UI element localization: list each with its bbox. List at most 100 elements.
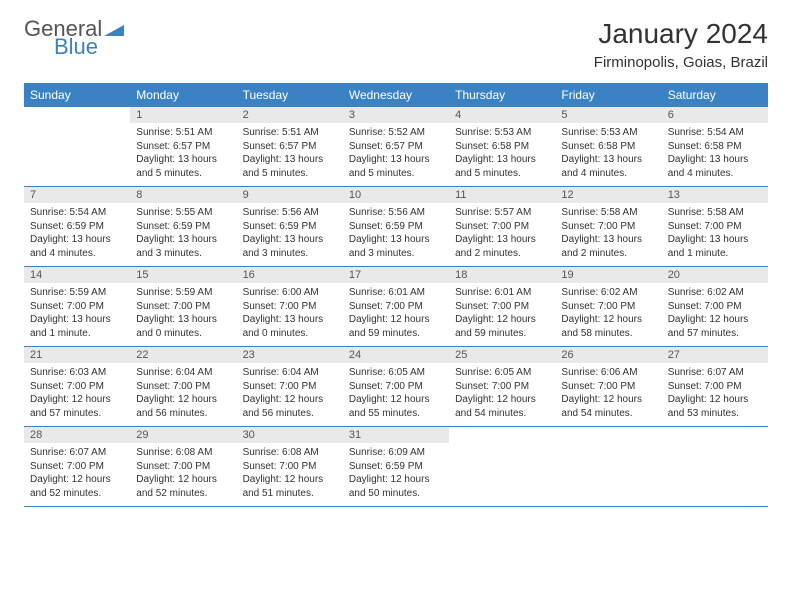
day-body: Sunrise: 6:05 AMSunset: 7:00 PMDaylight:…: [449, 363, 555, 426]
daylight-text: Daylight: 13 hours and 3 minutes.: [349, 233, 443, 260]
sunset-text: Sunset: 6:59 PM: [136, 220, 230, 234]
page-title: January 2024: [594, 18, 768, 50]
day-body: [555, 431, 661, 489]
daylight-text: Daylight: 13 hours and 0 minutes.: [243, 313, 337, 340]
day-body: [449, 431, 555, 489]
location-text: Firminopolis, Goias, Brazil: [594, 54, 768, 71]
day-body: Sunrise: 5:55 AMSunset: 6:59 PMDaylight:…: [130, 203, 236, 266]
day-body: Sunrise: 5:59 AMSunset: 7:00 PMDaylight:…: [130, 283, 236, 346]
day-body: Sunrise: 6:04 AMSunset: 7:00 PMDaylight:…: [237, 363, 343, 426]
daylight-text: Daylight: 12 hours and 50 minutes.: [349, 473, 443, 500]
daylight-text: Daylight: 12 hours and 58 minutes.: [561, 313, 655, 340]
day-number: 29: [130, 427, 236, 443]
sunset-text: Sunset: 7:00 PM: [136, 300, 230, 314]
day-body: Sunrise: 6:00 AMSunset: 7:00 PMDaylight:…: [237, 283, 343, 346]
day-number: 2: [237, 107, 343, 123]
calendar-day-cell: 19Sunrise: 6:02 AMSunset: 7:00 PMDayligh…: [555, 267, 661, 347]
calendar-day-cell: 20Sunrise: 6:02 AMSunset: 7:00 PMDayligh…: [662, 267, 768, 347]
calendar-day-cell: 7Sunrise: 5:54 AMSunset: 6:59 PMDaylight…: [24, 187, 130, 267]
sunrise-text: Sunrise: 5:58 AM: [561, 206, 655, 220]
calendar-day-cell: 22Sunrise: 6:04 AMSunset: 7:00 PMDayligh…: [130, 347, 236, 427]
sunrise-text: Sunrise: 6:04 AM: [136, 366, 230, 380]
day-body: Sunrise: 6:08 AMSunset: 7:00 PMDaylight:…: [237, 443, 343, 506]
weekday-header: Thursday: [449, 83, 555, 107]
sunrise-text: Sunrise: 6:04 AM: [243, 366, 337, 380]
day-body: Sunrise: 6:02 AMSunset: 7:00 PMDaylight:…: [555, 283, 661, 346]
sunrise-text: Sunrise: 6:06 AM: [561, 366, 655, 380]
calendar-week-row: 1Sunrise: 5:51 AMSunset: 6:57 PMDaylight…: [24, 107, 768, 187]
day-body: Sunrise: 5:53 AMSunset: 6:58 PMDaylight:…: [555, 123, 661, 186]
daylight-text: Daylight: 13 hours and 3 minutes.: [243, 233, 337, 260]
logo-text-blue: Blue: [54, 36, 124, 58]
sunrise-text: Sunrise: 5:56 AM: [349, 206, 443, 220]
sunset-text: Sunset: 7:00 PM: [668, 380, 762, 394]
day-number: 16: [237, 267, 343, 283]
calendar-day-cell: 14Sunrise: 5:59 AMSunset: 7:00 PMDayligh…: [24, 267, 130, 347]
sunset-text: Sunset: 7:00 PM: [136, 380, 230, 394]
day-number: 9: [237, 187, 343, 203]
calendar-day-cell: 28Sunrise: 6:07 AMSunset: 7:00 PMDayligh…: [24, 427, 130, 507]
calendar-day-cell: 3Sunrise: 5:52 AMSunset: 6:57 PMDaylight…: [343, 107, 449, 187]
calendar-day-cell: 12Sunrise: 5:58 AMSunset: 7:00 PMDayligh…: [555, 187, 661, 267]
day-number: 21: [24, 347, 130, 363]
sunset-text: Sunset: 7:00 PM: [30, 380, 124, 394]
daylight-text: Daylight: 12 hours and 52 minutes.: [136, 473, 230, 500]
day-body: [662, 431, 768, 489]
daylight-text: Daylight: 13 hours and 0 minutes.: [136, 313, 230, 340]
day-number: 17: [343, 267, 449, 283]
day-number: 12: [555, 187, 661, 203]
daylight-text: Daylight: 13 hours and 1 minute.: [668, 233, 762, 260]
daylight-text: Daylight: 12 hours and 57 minutes.: [30, 393, 124, 420]
sunset-text: Sunset: 7:00 PM: [243, 380, 337, 394]
sunset-text: Sunset: 6:57 PM: [349, 140, 443, 154]
day-body: Sunrise: 6:01 AMSunset: 7:00 PMDaylight:…: [343, 283, 449, 346]
sunset-text: Sunset: 6:58 PM: [455, 140, 549, 154]
day-body: [24, 111, 130, 169]
logo: GeneralBlue: [24, 18, 124, 58]
sunrise-text: Sunrise: 5:54 AM: [30, 206, 124, 220]
calendar-day-cell: [662, 427, 768, 507]
daylight-text: Daylight: 13 hours and 4 minutes.: [30, 233, 124, 260]
daylight-text: Daylight: 12 hours and 55 minutes.: [349, 393, 443, 420]
day-body: Sunrise: 6:06 AMSunset: 7:00 PMDaylight:…: [555, 363, 661, 426]
weekday-header-row: Sunday Monday Tuesday Wednesday Thursday…: [24, 83, 768, 107]
sunset-text: Sunset: 7:00 PM: [561, 380, 655, 394]
sunset-text: Sunset: 6:58 PM: [668, 140, 762, 154]
daylight-text: Daylight: 13 hours and 2 minutes.: [455, 233, 549, 260]
sunset-text: Sunset: 6:59 PM: [30, 220, 124, 234]
calendar-week-row: 14Sunrise: 5:59 AMSunset: 7:00 PMDayligh…: [24, 267, 768, 347]
sunrise-text: Sunrise: 6:01 AM: [455, 286, 549, 300]
sunset-text: Sunset: 7:00 PM: [455, 380, 549, 394]
sunrise-text: Sunrise: 5:58 AM: [668, 206, 762, 220]
day-number: 11: [449, 187, 555, 203]
calendar-day-cell: 30Sunrise: 6:08 AMSunset: 7:00 PMDayligh…: [237, 427, 343, 507]
day-number: 10: [343, 187, 449, 203]
day-number: 30: [237, 427, 343, 443]
sunrise-text: Sunrise: 6:09 AM: [349, 446, 443, 460]
day-body: Sunrise: 5:56 AMSunset: 6:59 PMDaylight:…: [237, 203, 343, 266]
sunrise-text: Sunrise: 6:02 AM: [561, 286, 655, 300]
sunset-text: Sunset: 6:58 PM: [561, 140, 655, 154]
day-number: 5: [555, 107, 661, 123]
calendar-day-cell: 16Sunrise: 6:00 AMSunset: 7:00 PMDayligh…: [237, 267, 343, 347]
sunset-text: Sunset: 7:00 PM: [455, 300, 549, 314]
weekday-header: Friday: [555, 83, 661, 107]
weekday-header: Saturday: [662, 83, 768, 107]
day-number: 13: [662, 187, 768, 203]
day-body: Sunrise: 6:09 AMSunset: 6:59 PMDaylight:…: [343, 443, 449, 506]
sunset-text: Sunset: 6:57 PM: [136, 140, 230, 154]
day-body: Sunrise: 5:54 AMSunset: 6:58 PMDaylight:…: [662, 123, 768, 186]
day-number: 6: [662, 107, 768, 123]
day-number: 18: [449, 267, 555, 283]
day-number: 15: [130, 267, 236, 283]
sunrise-text: Sunrise: 5:52 AM: [349, 126, 443, 140]
sunrise-text: Sunrise: 5:53 AM: [455, 126, 549, 140]
sunset-text: Sunset: 6:59 PM: [349, 460, 443, 474]
daylight-text: Daylight: 13 hours and 5 minutes.: [243, 153, 337, 180]
day-number: 20: [662, 267, 768, 283]
day-number: 31: [343, 427, 449, 443]
sunset-text: Sunset: 6:59 PM: [349, 220, 443, 234]
day-body: Sunrise: 6:03 AMSunset: 7:00 PMDaylight:…: [24, 363, 130, 426]
sunrise-text: Sunrise: 6:08 AM: [243, 446, 337, 460]
day-number: 28: [24, 427, 130, 443]
